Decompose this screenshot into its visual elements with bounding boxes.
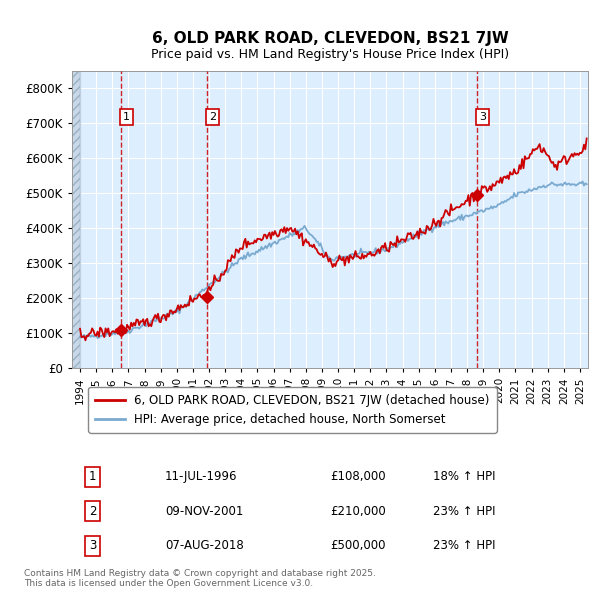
Text: 11-JUL-1996: 11-JUL-1996 (165, 470, 238, 483)
Text: £108,000: £108,000 (330, 470, 386, 483)
Text: £210,000: £210,000 (330, 504, 386, 517)
Text: 07-AUG-2018: 07-AUG-2018 (165, 539, 244, 552)
Text: 09-NOV-2001: 09-NOV-2001 (165, 504, 243, 517)
Bar (72, 71, 80, 368)
Text: 6, OLD PARK ROAD, CLEVEDON, BS21 7JW: 6, OLD PARK ROAD, CLEVEDON, BS21 7JW (152, 31, 508, 46)
Text: 1: 1 (123, 112, 130, 122)
Text: Contains HM Land Registry data © Crown copyright and database right 2025.
This d: Contains HM Land Registry data © Crown c… (24, 569, 376, 588)
Bar (72, 71, 80, 368)
Text: 23% ↑ HPI: 23% ↑ HPI (433, 504, 496, 517)
Text: £500,000: £500,000 (330, 539, 386, 552)
Text: 3: 3 (89, 539, 97, 552)
Text: 3: 3 (479, 112, 486, 122)
Text: 2: 2 (89, 504, 97, 517)
Text: 18% ↑ HPI: 18% ↑ HPI (433, 470, 496, 483)
Legend: 6, OLD PARK ROAD, CLEVEDON, BS21 7JW (detached house), HPI: Average price, detac: 6, OLD PARK ROAD, CLEVEDON, BS21 7JW (de… (88, 386, 497, 432)
Text: Price paid vs. HM Land Registry's House Price Index (HPI): Price paid vs. HM Land Registry's House … (151, 48, 509, 61)
Text: 2: 2 (209, 112, 217, 122)
Text: 1: 1 (89, 470, 97, 483)
Text: 23% ↑ HPI: 23% ↑ HPI (433, 539, 496, 552)
